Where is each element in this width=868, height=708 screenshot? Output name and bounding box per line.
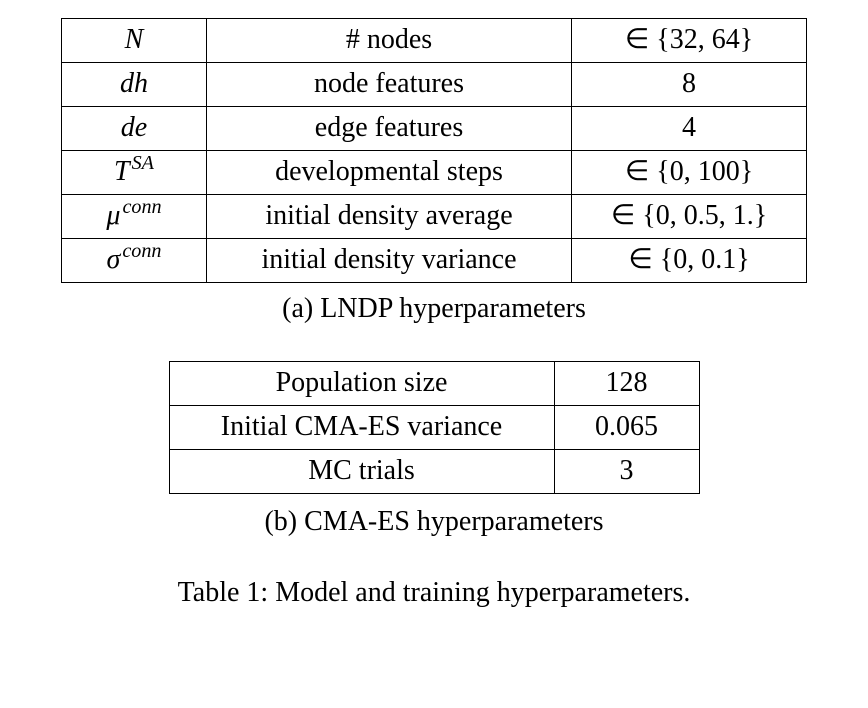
value-cell: 8 bbox=[572, 63, 807, 107]
cmaes-hyperparameters-table: Population size 128 Initial CMA-ES varia… bbox=[169, 361, 700, 494]
table-row: TSA developmental steps ∈ {0, 100} bbox=[62, 151, 807, 195]
description-cell: developmental steps bbox=[207, 151, 572, 195]
value-cell: ∈ {0, 100} bbox=[572, 151, 807, 195]
value-cell: 128 bbox=[554, 362, 699, 406]
description-cell: Population size bbox=[169, 362, 554, 406]
description-cell: # nodes bbox=[207, 19, 572, 63]
table-row: de edge features 4 bbox=[62, 107, 807, 151]
table-row: Initial CMA-ES variance 0.065 bbox=[169, 406, 699, 450]
symbol-cell: σconn bbox=[62, 239, 207, 283]
subcaption-b: (b) CMA-ES hyperparameters bbox=[40, 504, 828, 540]
value-cell: 3 bbox=[554, 450, 699, 494]
value-cell: 0.065 bbox=[554, 406, 699, 450]
subcaption-a: (a) LNDP hyperparameters bbox=[40, 291, 828, 327]
description-cell: MC trials bbox=[169, 450, 554, 494]
table-row: σconn initial density variance ∈ {0, 0.1… bbox=[62, 239, 807, 283]
symbol-cell: N bbox=[62, 19, 207, 63]
symbol-cell: μconn bbox=[62, 195, 207, 239]
description-cell: initial density variance bbox=[207, 239, 572, 283]
symbol-cell: dh bbox=[62, 63, 207, 107]
symbol-cell: TSA bbox=[62, 151, 207, 195]
symbol-cell: de bbox=[62, 107, 207, 151]
value-cell: ∈ {0, 0.5, 1.} bbox=[572, 195, 807, 239]
description-cell: node features bbox=[207, 63, 572, 107]
table-row: μconn initial density average ∈ {0, 0.5,… bbox=[62, 195, 807, 239]
table-row: dh node features 8 bbox=[62, 63, 807, 107]
lndp-hyperparameters-table: N # nodes ∈ {32, 64} dh node features 8 … bbox=[61, 18, 807, 283]
description-cell: edge features bbox=[207, 107, 572, 151]
table-row: MC trials 3 bbox=[169, 450, 699, 494]
value-cell: ∈ {32, 64} bbox=[572, 19, 807, 63]
table-row: Population size 128 bbox=[169, 362, 699, 406]
main-caption: Table 1: Model and training hyperparamet… bbox=[40, 575, 828, 611]
description-cell: initial density average bbox=[207, 195, 572, 239]
value-cell: ∈ {0, 0.1} bbox=[572, 239, 807, 283]
value-cell: 4 bbox=[572, 107, 807, 151]
table-row: N # nodes ∈ {32, 64} bbox=[62, 19, 807, 63]
description-cell: Initial CMA-ES variance bbox=[169, 406, 554, 450]
